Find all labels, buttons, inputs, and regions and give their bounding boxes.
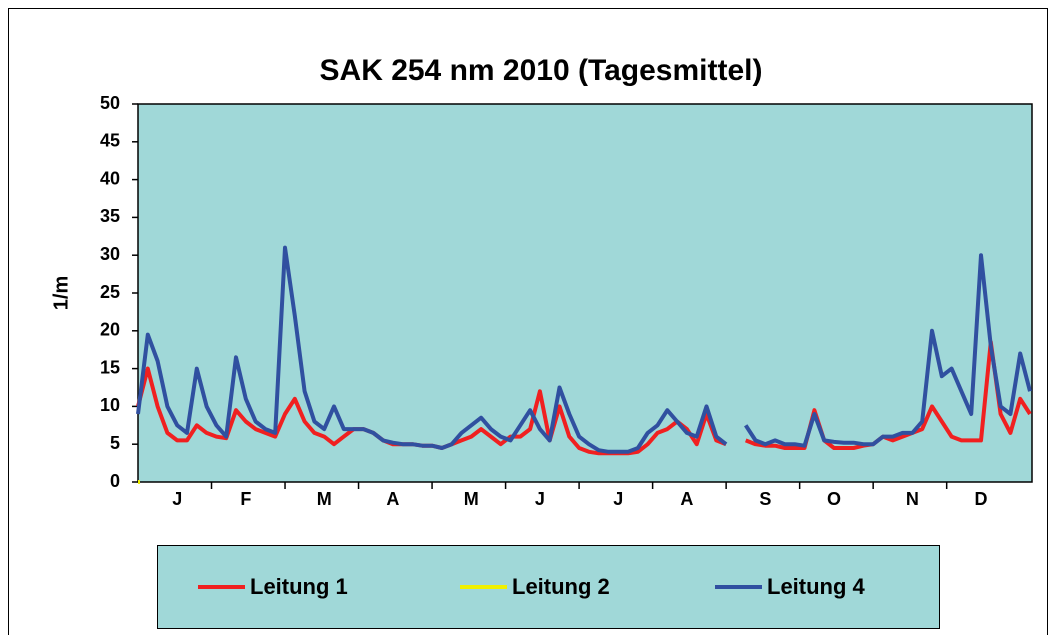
x-tick-label: J [535, 489, 545, 509]
y-tick-label: 15 [100, 357, 120, 377]
legend-label: Leitung 2 [512, 574, 610, 599]
legend-label: Leitung 4 [767, 574, 866, 599]
y-tick-label: 0 [110, 471, 120, 491]
y-tick-label: 30 [100, 244, 120, 264]
plot-area [137, 103, 1033, 483]
y-tick-label: 20 [100, 320, 120, 340]
chart-title: SAK 254 nm 2010 (Tagesmittel) [320, 54, 763, 87]
y-tick-label: 35 [100, 206, 120, 226]
y-tick-label: 5 [110, 433, 120, 453]
x-tick-label: A [386, 489, 399, 509]
y-tick-label: 45 [100, 131, 120, 151]
x-tick-label: M [464, 489, 479, 509]
x-tick-label: O [827, 489, 841, 509]
x-tick-label: N [906, 489, 919, 509]
legend [157, 545, 940, 629]
x-tick-label: F [240, 489, 251, 509]
y-tick-label: 50 [100, 93, 120, 113]
x-tick-label: M [317, 489, 332, 509]
series-line [136, 245, 1032, 454]
y-axis-label: 1/m [50, 276, 72, 310]
legend-label: Leitung 1 [250, 574, 348, 599]
x-tick-label: A [680, 489, 693, 509]
y-tick-label: 10 [100, 395, 120, 415]
x-tick-label: D [974, 489, 987, 509]
y-tick-label: 25 [100, 282, 120, 302]
x-tick-label: S [759, 489, 771, 509]
y-tick-label: 40 [100, 168, 120, 188]
x-tick-label: J [613, 489, 623, 509]
x-tick-label: J [172, 489, 182, 509]
